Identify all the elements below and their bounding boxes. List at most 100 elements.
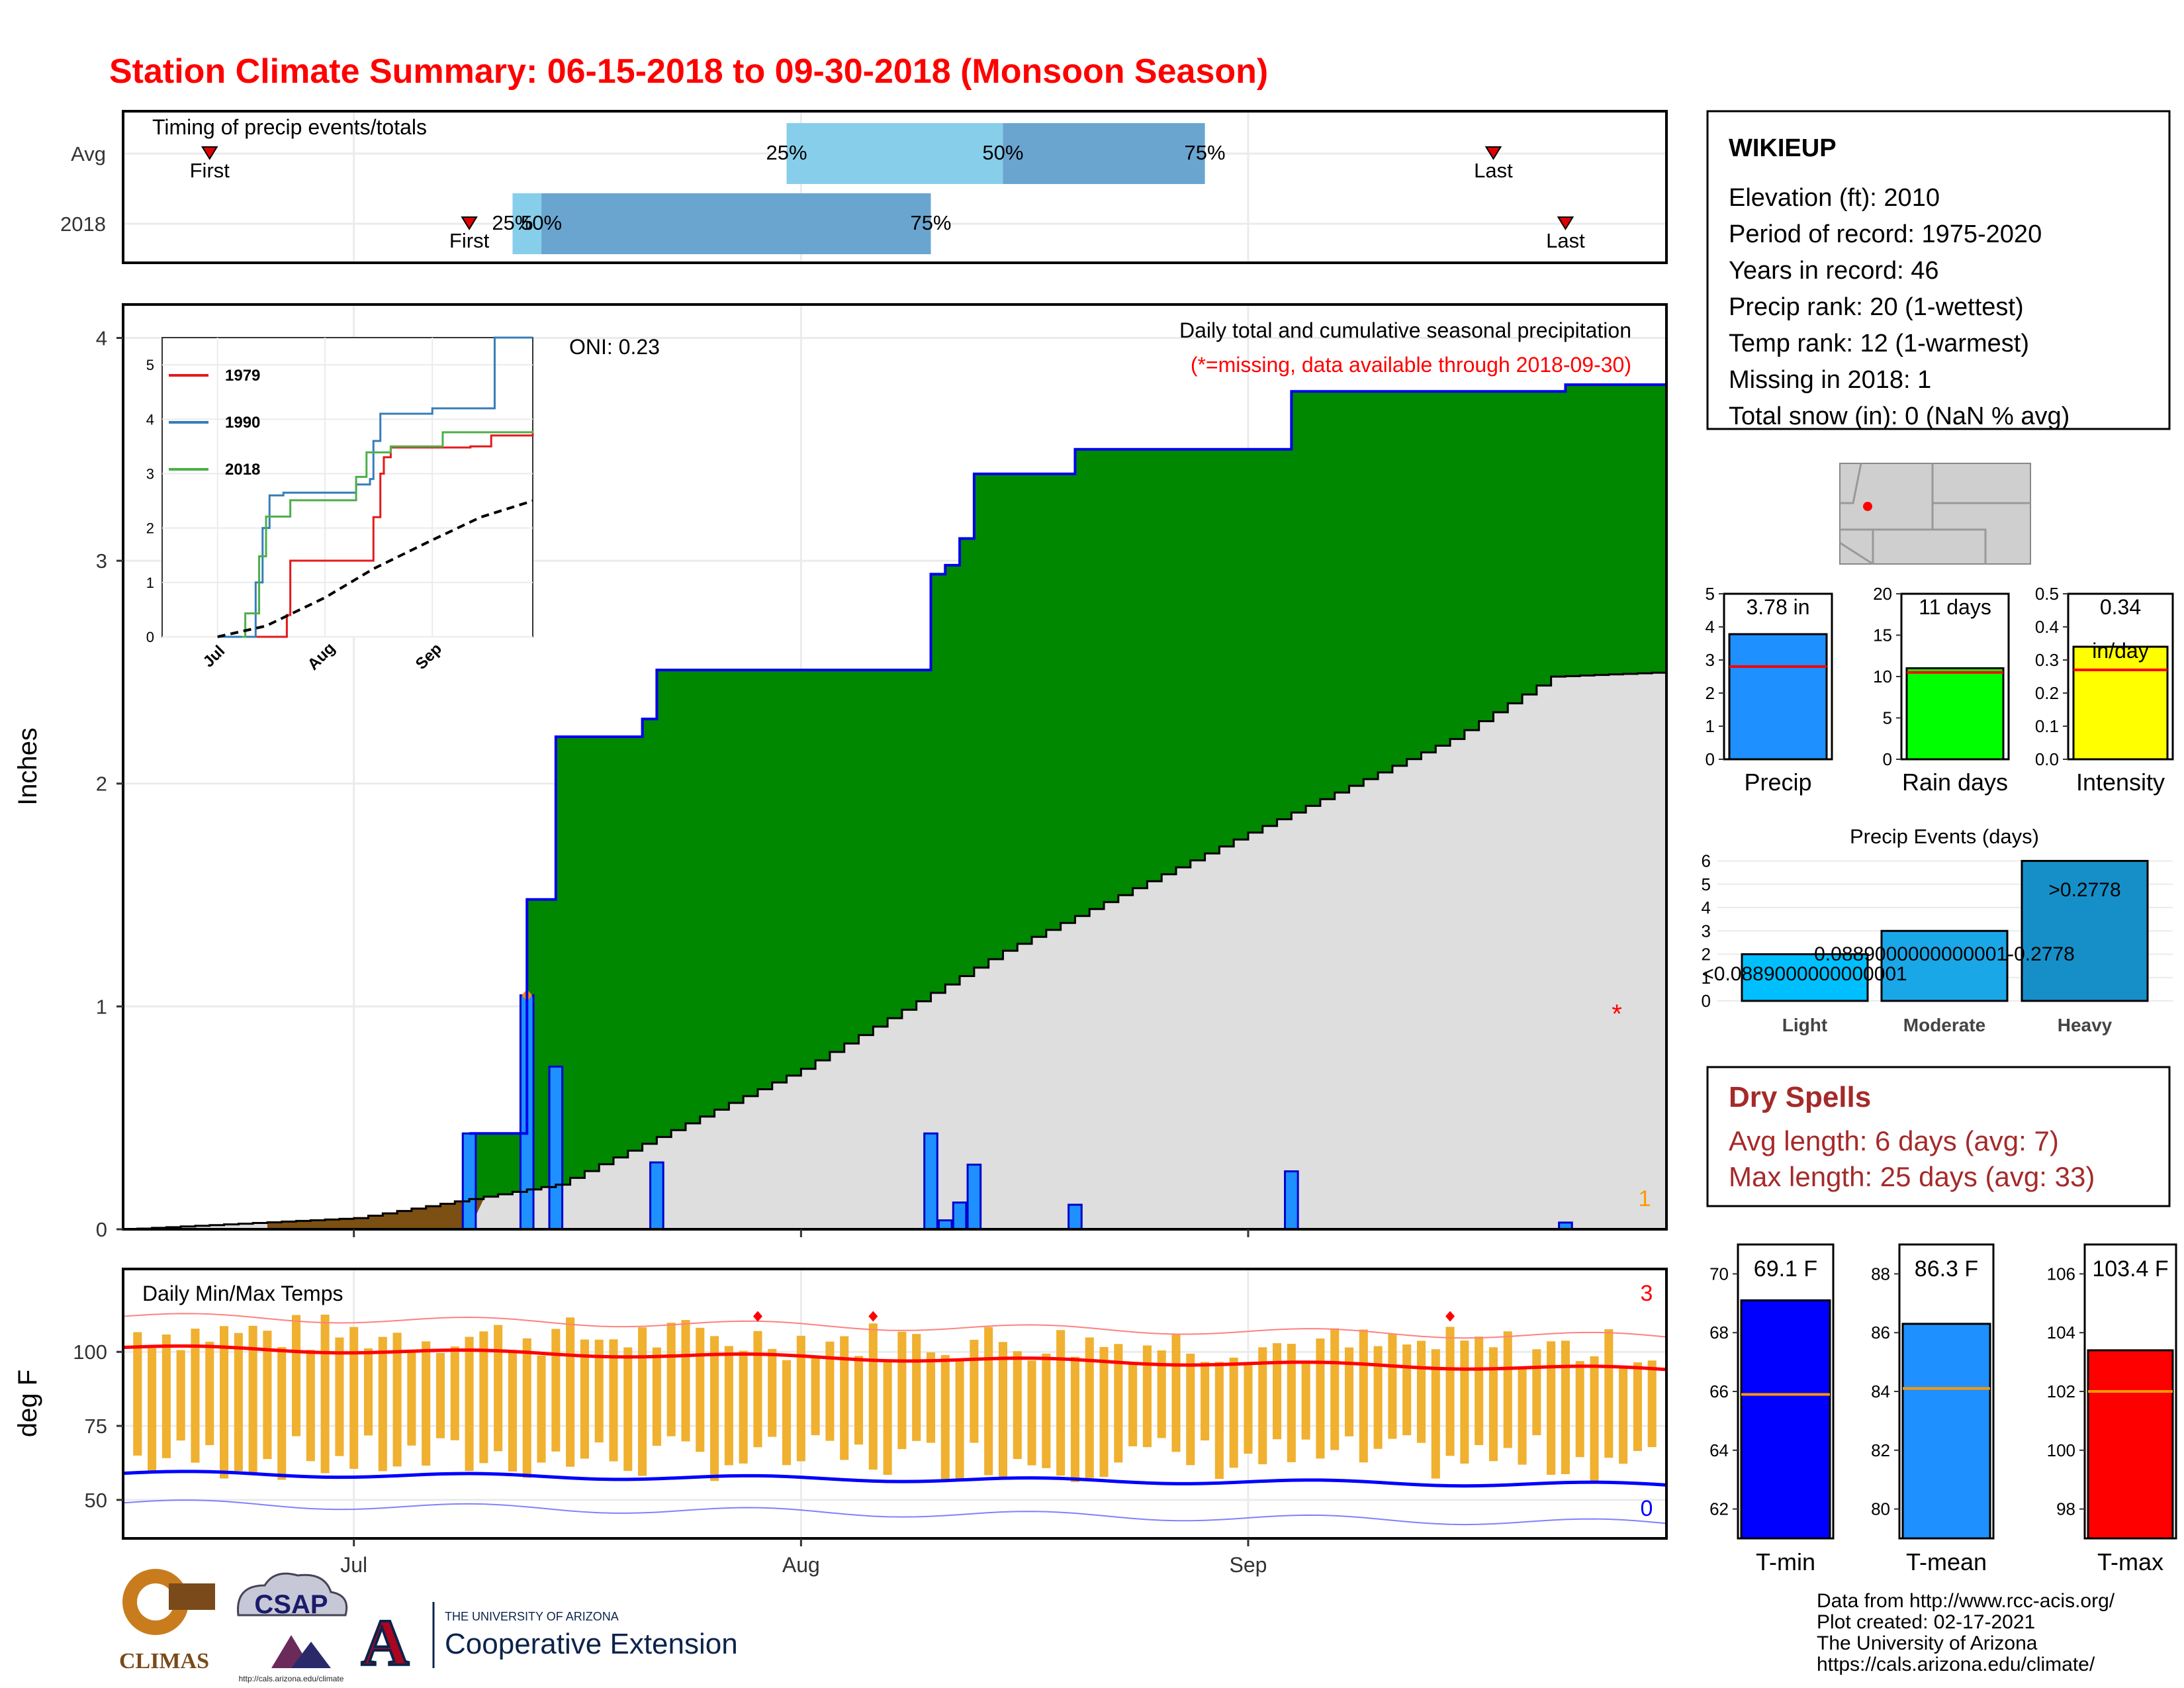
station-info-line: Years in record: 46 (1729, 257, 1939, 285)
timing-p25-label: 25% (492, 211, 533, 234)
timing-last-label: Last (1546, 229, 1585, 252)
timing-bar-50-75 (1003, 123, 1205, 184)
precip-events-chart: Precip Events (days) 0 1 2 3 4 5 6 Light Moderat… (1702, 825, 2173, 1035)
missing-marker: * (1612, 1000, 1622, 1029)
stat-bar (1905, 667, 2005, 761)
avg-tmin-line (122, 1470, 1667, 1488)
timing-p50-label: 50% (521, 211, 562, 234)
daily-temp-bar (220, 1326, 229, 1479)
events-value-label: 0.0889000000000001-0.2778 (1814, 943, 2075, 965)
daily-temp-bar (1287, 1344, 1296, 1462)
daily-temp-bar (277, 1347, 287, 1480)
record-high-marker (752, 1311, 762, 1322)
events-ytick-label: 5 (1702, 874, 1711, 894)
temp-sum-ytick-label: 62 (1709, 1499, 1729, 1519)
daily-temp-bar (1142, 1345, 1152, 1448)
cumulative-surplus-area (469, 385, 1666, 1199)
climas-text: CLIMAS (119, 1649, 209, 1673)
daily-temp-bar (1301, 1361, 1310, 1440)
temp-title: Daily Min/Max Temps (142, 1282, 343, 1305)
daily-temp-bar (868, 1323, 878, 1470)
inset-frame (161, 337, 533, 637)
daily-temp-bar (897, 1331, 907, 1450)
timing-bar-50-75 (541, 193, 931, 254)
stat-value-label: 11 days (1919, 595, 1991, 619)
daily-temp-bar (926, 1352, 936, 1443)
events-category-label: Moderate (1903, 1015, 1985, 1035)
stat-category-label: Intensity (2076, 769, 2165, 796)
daily-precip-bar (548, 1065, 564, 1231)
events-category-label: Light (1782, 1015, 1827, 1035)
daily-temp-bar (1633, 1362, 1642, 1451)
daily-temp-bar (1619, 1368, 1628, 1464)
temp-sum-category-label: T-mean (1906, 1548, 1987, 1575)
daily-temp-bar (537, 1355, 546, 1463)
daily-temp-bar (1171, 1335, 1181, 1452)
daily-temp-bar (753, 1331, 762, 1448)
timing-row-label: Avg (71, 142, 106, 165)
daily-temp-bar (1488, 1347, 1498, 1462)
daily-temp-bar (205, 1341, 214, 1446)
daily-precip-bar (461, 1132, 477, 1231)
temp-sum-ytick-label: 84 (1871, 1382, 1890, 1401)
daily-temp-bar (450, 1346, 459, 1440)
daily-temp-bar (594, 1339, 604, 1443)
daily-temp-bar (1330, 1328, 1340, 1450)
precip-ytick-label: 0 (96, 1218, 107, 1241)
footer-credits: Data from http://www.rcc-acis.org/Plot c… (1817, 1590, 2115, 1675)
daily-temp-bar (940, 1355, 950, 1481)
station-info-line: Elevation (ft): 2010 (1729, 184, 1940, 212)
events-bar (2021, 860, 2149, 1002)
timing-first-marker (461, 216, 478, 230)
stat-ytick-label: 0.0 (2035, 749, 2059, 769)
temp-record-high-count: 3 (1641, 1281, 1653, 1306)
temp-sum-ytick-label: 102 (2047, 1382, 2075, 1401)
temp-summary-bars: 62 64 66 68 70 69.1 F T-min 80 82 84 86 88 86.3 F T-m… (1709, 1243, 2177, 1575)
station-info-box: WIKIEUP Elevation (ft): 2010 Period of re… (1706, 110, 2171, 430)
daily-temp-bar (854, 1356, 864, 1445)
timing-p50-label: 50% (982, 141, 1023, 164)
temp-sum-bar (2087, 1349, 2174, 1540)
daily-temp-bar (1561, 1340, 1570, 1474)
events-ytick-label: 3 (1702, 921, 1711, 941)
station-name: WIKIEUP (1729, 134, 1837, 162)
record-tmin-line (122, 1499, 1667, 1526)
daily-precip-bar (923, 1132, 938, 1231)
daily-temp-bar (378, 1336, 387, 1472)
stat-ytick-label: 3 (1706, 650, 1715, 670)
daily-temp-bar (1214, 1362, 1224, 1479)
temp-sum-value-label: 103.4 F (2092, 1256, 2168, 1282)
inset-ytick-label: 1 (146, 575, 154, 591)
daily-temp-bar (623, 1347, 633, 1472)
daily-temp-bar (291, 1315, 301, 1436)
daily-temp-bar (811, 1356, 820, 1436)
station-info-line: Total snow (in): 0 (NaN % avg) (1729, 402, 2070, 430)
daily-temp-bar (1388, 1334, 1397, 1439)
daily-temp-bar (825, 1341, 835, 1441)
temp-record-low-count: 0 (1641, 1496, 1653, 1521)
inset-series-line (217, 336, 533, 638)
timing-title: Timing of precip events/totals (152, 115, 427, 139)
daily-temp-bar (681, 1320, 690, 1442)
csap-logo: CSAP http://cals.arizona.edu/climate (237, 1572, 348, 1683)
temp-panel: Daily Min/Max Temps 3 0 deg F 50 75 100 Jul… (13, 1229, 1668, 1577)
events-bar (1741, 953, 1869, 1002)
timing-p75-label: 75% (1185, 141, 1226, 164)
temp-sum-ytick-label: 80 (1871, 1499, 1890, 1519)
inset-series-line (242, 430, 534, 638)
temp-sum-ytick-label: 100 (2047, 1440, 2075, 1460)
temp-sum-ytick-label: 82 (1871, 1440, 1890, 1460)
daily-temp-bar (1114, 1344, 1123, 1463)
stat-value-unit: in/day (2092, 639, 2148, 663)
events-ytick-label: 2 (1702, 945, 1711, 964)
temp-sum-ytick-label: 68 (1709, 1323, 1729, 1342)
temp-sum-value-label: 86.3 F (1915, 1256, 1978, 1282)
daily-temp-bar (1229, 1357, 1238, 1468)
inset-xtick-label: Sep (412, 640, 445, 673)
daily-temp-bar (1590, 1356, 1599, 1481)
stat-value-label: 0.34 (2100, 595, 2141, 619)
stat-ytick-label: 5 (1883, 708, 1892, 728)
temp-sum-ytick-label: 98 (2056, 1499, 2075, 1519)
ua-big-text: Cooperative Extension (445, 1628, 738, 1660)
